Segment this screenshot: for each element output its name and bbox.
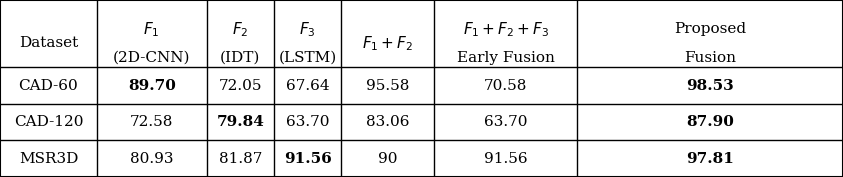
Text: 91.56: 91.56 — [484, 152, 528, 166]
Text: 89.70: 89.70 — [128, 79, 175, 93]
Text: Proposed: Proposed — [674, 22, 746, 36]
Text: Early Fusion: Early Fusion — [457, 51, 555, 65]
Text: Fusion: Fusion — [685, 51, 736, 65]
Text: (2D-CNN): (2D-CNN) — [113, 51, 191, 65]
Text: 81.87: 81.87 — [218, 152, 262, 166]
Text: 80.93: 80.93 — [130, 152, 174, 166]
Text: 70.58: 70.58 — [484, 79, 528, 93]
Text: Dataset: Dataset — [19, 36, 78, 50]
Text: 79.84: 79.84 — [217, 115, 264, 129]
Text: 72.05: 72.05 — [218, 79, 262, 93]
Text: (LSTM): (LSTM) — [278, 51, 337, 65]
Text: 97.81: 97.81 — [686, 152, 734, 166]
Text: 67.64: 67.64 — [286, 79, 330, 93]
Text: 95.58: 95.58 — [366, 79, 410, 93]
Text: 72.58: 72.58 — [130, 115, 174, 129]
Text: $F_1$: $F_1$ — [143, 20, 160, 39]
Text: 90: 90 — [378, 152, 398, 166]
Text: 87.90: 87.90 — [686, 115, 734, 129]
Text: 98.53: 98.53 — [686, 79, 734, 93]
Text: CAD-120: CAD-120 — [13, 115, 83, 129]
Text: 91.56: 91.56 — [284, 152, 331, 166]
Text: 63.70: 63.70 — [484, 115, 528, 129]
Text: $F_1 + F_2 + F_3$: $F_1 + F_2 + F_3$ — [463, 20, 549, 39]
Text: CAD-60: CAD-60 — [19, 79, 78, 93]
Text: $F_2$: $F_2$ — [232, 20, 249, 39]
Text: 63.70: 63.70 — [286, 115, 330, 129]
Text: 83.06: 83.06 — [366, 115, 410, 129]
Text: $F_1 + F_2$: $F_1 + F_2$ — [362, 34, 413, 53]
Text: MSR3D: MSR3D — [19, 152, 78, 166]
Text: (IDT): (IDT) — [220, 51, 260, 65]
Text: $F_3$: $F_3$ — [299, 20, 316, 39]
